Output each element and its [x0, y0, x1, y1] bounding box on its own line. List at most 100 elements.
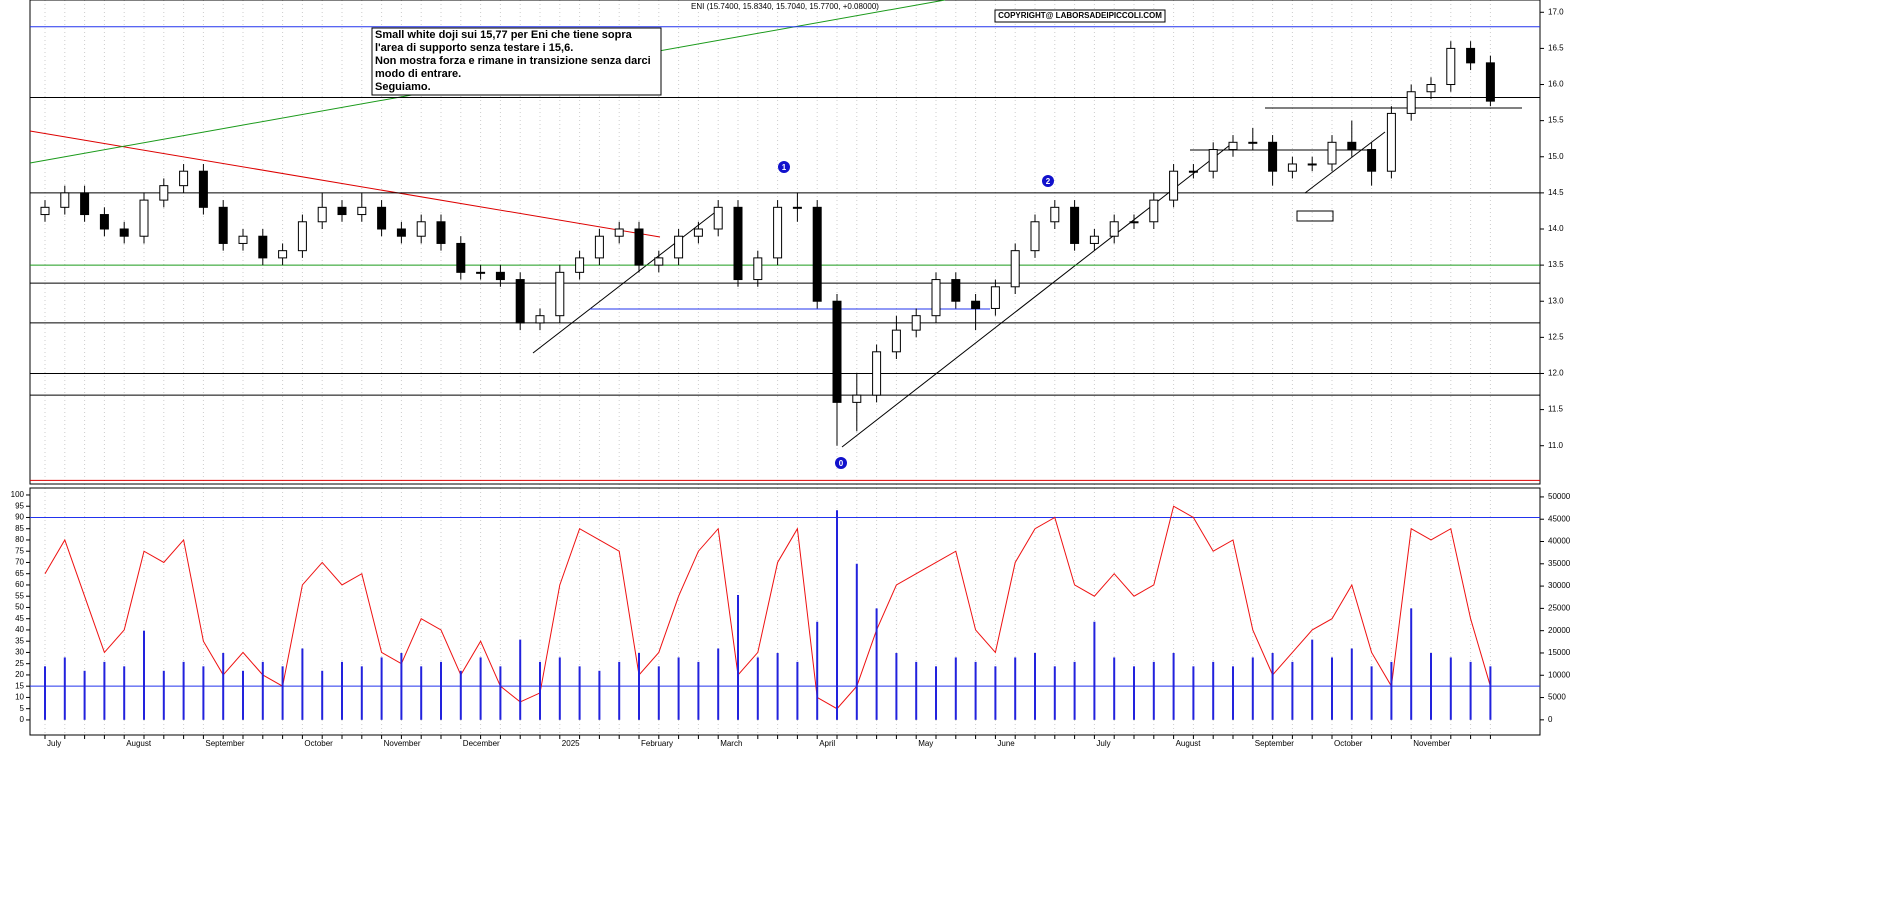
y-tick-label: 14.5 — [1548, 188, 1564, 197]
candle-body — [456, 242, 466, 273]
candle-body — [317, 206, 327, 223]
candle-body — [357, 206, 367, 216]
wave-label: 0 — [839, 459, 844, 468]
annotation-box — [371, 27, 662, 96]
annotation: l'area di supporto senza testare i 15,6. — [375, 42, 573, 54]
wave-marker — [778, 161, 790, 173]
price-frame — [29, 0, 1541, 485]
x-tick-label: March — [720, 739, 742, 748]
candle-body — [377, 206, 387, 230]
candle-body — [931, 279, 941, 317]
candle-body — [792, 206, 802, 209]
candle-body — [872, 351, 882, 396]
candle-body — [614, 228, 624, 237]
candle-body — [1228, 141, 1238, 151]
x-tick-label: October — [1334, 739, 1363, 748]
candle-body — [1485, 62, 1495, 102]
candle-body — [555, 271, 565, 317]
x-tick-label: July — [1096, 739, 1110, 748]
y-tick-label: 75 — [15, 546, 24, 555]
wave-marker — [835, 457, 847, 469]
candle-body — [337, 206, 347, 216]
x-tick-label: August — [126, 739, 152, 748]
y-tick-label: 15.0 — [1548, 152, 1564, 161]
annotation: Small white doji sui 15,77 per Eni che t… — [375, 29, 633, 41]
annotation: Seguiamo. — [375, 81, 431, 93]
candle-body — [40, 206, 50, 216]
x-tick-label: April — [819, 739, 835, 748]
y-tick-label: 13.5 — [1548, 260, 1564, 269]
trendline — [532, 209, 719, 354]
candle-body — [99, 214, 109, 230]
y2-tick-label: 40000 — [1548, 537, 1571, 546]
x-tick-label: October — [304, 739, 333, 748]
y-tick-label: 17.0 — [1548, 7, 1564, 16]
wave-label: 1 — [782, 163, 787, 172]
x-tick-label: July — [47, 739, 61, 748]
candle-body — [1327, 141, 1337, 165]
y-tick-label: 12.5 — [1548, 332, 1564, 341]
y-tick-label: 40 — [15, 625, 24, 634]
y-tick-label: 60 — [15, 580, 24, 589]
y2-tick-label: 5000 — [1548, 693, 1566, 702]
candle-body — [812, 206, 822, 302]
trendline — [1304, 131, 1386, 194]
candle-body — [139, 199, 149, 237]
candle-body — [1347, 141, 1357, 151]
y2-tick-label: 25000 — [1548, 603, 1571, 612]
y2-tick-label: 0 — [1548, 715, 1553, 724]
candle-body — [1248, 141, 1258, 144]
candle-body — [990, 286, 1000, 309]
candle-body — [1406, 91, 1416, 114]
y-tick-label: 25 — [15, 659, 24, 668]
y2-tick-label: 15000 — [1548, 648, 1571, 657]
candle-body — [515, 279, 525, 324]
candle-body — [1129, 221, 1139, 224]
candle-body — [495, 271, 505, 281]
chart-title: ENI (15.7400, 15.8340, 15.7040, 15.7700,… — [691, 2, 879, 11]
wave-label: 2 — [1046, 177, 1051, 186]
candle-body — [1268, 141, 1278, 172]
y-tick-label: 30 — [15, 648, 24, 657]
x-tick-label: June — [997, 739, 1015, 748]
x-tick-label: September — [205, 739, 244, 748]
indicator-frame — [29, 487, 1541, 736]
copyright: COPYRIGHT@ LABORSADEIPICCOLI.COM — [998, 11, 1162, 20]
candle-body — [674, 235, 684, 259]
candle-body — [1386, 112, 1396, 172]
candle-body — [753, 257, 763, 281]
y2-tick-label: 20000 — [1548, 626, 1571, 635]
y-tick-label: 10 — [15, 693, 24, 702]
y2-tick-label: 50000 — [1548, 492, 1571, 501]
y-tick-label: 90 — [15, 513, 24, 522]
y-tick-label: 14.0 — [1548, 224, 1564, 233]
candle-body — [416, 221, 426, 237]
candle-body — [476, 271, 486, 274]
y-tick-label: 11.5 — [1548, 405, 1564, 414]
y-tick-label: 70 — [15, 558, 24, 567]
y-tick-label: 50 — [15, 603, 24, 612]
candle-body — [60, 192, 70, 208]
candle-body — [951, 279, 961, 302]
y-tick-label: 55 — [15, 591, 24, 600]
candle-body — [773, 206, 783, 259]
candle-body — [1426, 84, 1436, 93]
candle-body — [1109, 221, 1119, 237]
candle-body — [1169, 170, 1179, 201]
candle-body — [159, 185, 169, 201]
candle-body — [693, 228, 703, 237]
candle-body — [297, 221, 307, 252]
y-tick-label: 80 — [15, 535, 24, 544]
y-tick-label: 16.5 — [1548, 44, 1564, 53]
oscillator-line — [44, 505, 1491, 710]
candle-body — [198, 170, 208, 208]
candle-body — [634, 228, 644, 266]
candle-body — [396, 228, 406, 237]
y-tick-label: 12.0 — [1548, 369, 1564, 378]
candle-body — [575, 257, 585, 273]
candle-body — [1287, 163, 1297, 172]
copyright-box — [994, 9, 1166, 23]
candle-body — [535, 315, 545, 324]
box — [1296, 210, 1334, 222]
y-tick-label: 5 — [20, 704, 25, 713]
